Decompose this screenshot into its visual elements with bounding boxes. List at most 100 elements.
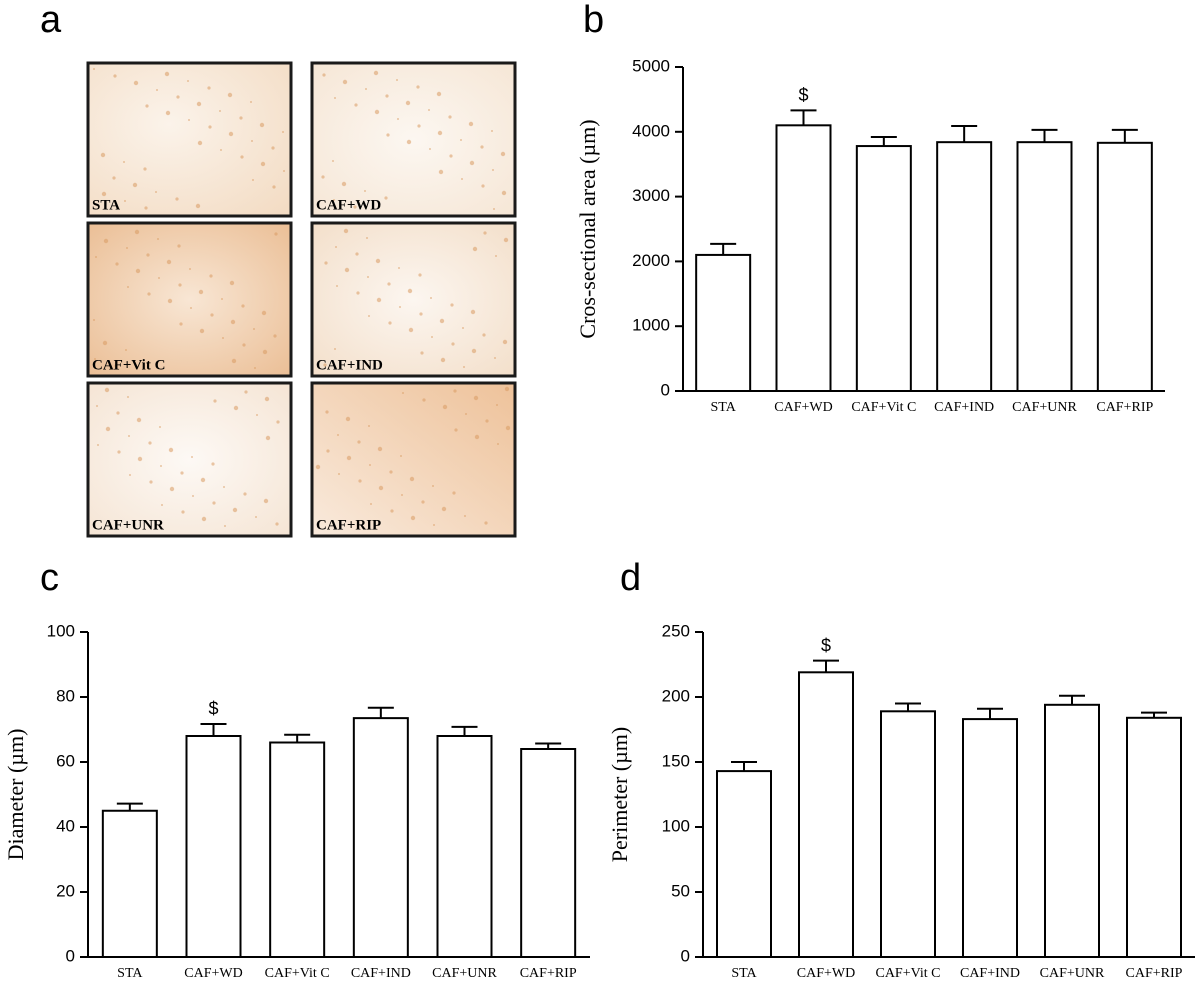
- stain-speck: [132, 182, 138, 188]
- stain-speck: [417, 124, 421, 128]
- stain-speck: [116, 411, 120, 415]
- stain-speck: [114, 364, 118, 368]
- stain-speck: [229, 280, 235, 286]
- stain-speck: [169, 486, 175, 492]
- stain-speck: [127, 396, 129, 398]
- stain-speck: [250, 101, 252, 103]
- stain-speck: [136, 417, 142, 423]
- stain-speck: [272, 185, 276, 189]
- stain-speck: [463, 366, 465, 368]
- stain-speck: [276, 420, 280, 424]
- x-tick-label: CAF+WD: [797, 966, 855, 981]
- stain-speck: [373, 70, 379, 76]
- error-bar: [951, 124, 978, 143]
- micrograph: [86, 221, 293, 378]
- y-tick-label: 250: [662, 621, 690, 640]
- stain-speck: [367, 276, 369, 278]
- stain-speck: [166, 259, 172, 265]
- panel-label: b: [583, 0, 604, 41]
- x-tick-label: CAF+WD: [774, 400, 832, 415]
- image-label: CAF+RIP: [316, 517, 381, 533]
- stain-speck: [164, 71, 170, 77]
- x-tick-label: STA: [117, 966, 143, 981]
- panel-label: c: [40, 557, 59, 599]
- stain-speck: [126, 247, 128, 249]
- image-label: CAF+WD: [316, 197, 381, 213]
- stain-speck: [492, 169, 494, 171]
- stain-speck: [431, 336, 433, 338]
- stain-speck: [158, 277, 160, 279]
- stain-speck: [495, 255, 497, 257]
- bar: [436, 735, 493, 958]
- stain-speck: [461, 178, 463, 180]
- stain-speck: [253, 328, 255, 330]
- stain-speck: [198, 289, 204, 295]
- stain-speck: [374, 109, 380, 115]
- stain-speck: [187, 80, 189, 82]
- stain-speck: [219, 110, 221, 112]
- stain-speck: [256, 414, 258, 416]
- bar: [101, 809, 158, 958]
- stain-speck: [428, 109, 430, 111]
- stain-speck: [178, 283, 182, 287]
- stain-speck: [127, 286, 129, 288]
- stain-speck: [494, 357, 496, 359]
- stain-speck: [104, 387, 110, 393]
- stain-speck: [188, 119, 190, 121]
- stain-speck: [345, 416, 351, 422]
- stain-speck: [464, 515, 466, 517]
- stain-speck: [134, 229, 140, 235]
- stain-speck: [333, 199, 335, 201]
- stain-speck: [159, 426, 161, 428]
- stain-speck: [252, 179, 254, 181]
- x-tick-label: CAF+IND: [934, 400, 994, 415]
- stain-speck: [224, 525, 226, 527]
- stain-speck: [401, 494, 403, 496]
- error-bar: [284, 733, 311, 743]
- y-tick-label: 60: [56, 751, 75, 770]
- stain-speck: [468, 121, 474, 127]
- panel-label: a: [40, 0, 62, 41]
- stain-speck: [201, 516, 207, 522]
- stain-speck: [341, 181, 347, 187]
- stain-speck: [440, 357, 446, 363]
- stain-speck: [357, 440, 361, 444]
- stain-speck: [407, 288, 413, 294]
- stain-speck: [377, 446, 383, 452]
- stain-speck: [436, 91, 442, 97]
- stain-speck: [322, 73, 326, 77]
- stain-speck: [181, 510, 185, 514]
- stain-speck: [133, 80, 139, 86]
- stain-speck: [454, 428, 458, 432]
- image-label: STA: [92, 197, 120, 213]
- panel-label: d: [620, 557, 641, 599]
- stain-speck: [505, 425, 511, 431]
- stain-speck: [343, 228, 349, 234]
- stain-speck: [165, 110, 171, 116]
- y-tick-label: 200: [662, 686, 690, 705]
- stain-speck: [209, 274, 213, 278]
- stain-speck: [156, 89, 158, 91]
- stain-speck: [400, 455, 402, 457]
- stain-speck: [221, 298, 223, 300]
- y-tick-label: 0: [681, 946, 690, 965]
- stain-speck: [254, 367, 256, 369]
- stain-speck: [259, 122, 265, 128]
- stain-speck: [137, 456, 143, 462]
- stain-speck: [195, 203, 201, 209]
- stain-speck: [271, 146, 275, 150]
- stain-speck: [208, 125, 212, 129]
- stain-speck: [101, 191, 107, 197]
- stain-speck: [409, 476, 415, 482]
- stain-speck: [469, 160, 475, 166]
- stain-speck: [160, 465, 162, 467]
- stain-speck: [95, 256, 97, 258]
- stain-speck: [211, 462, 215, 466]
- error-bar: [977, 707, 1003, 720]
- stain-speck: [240, 155, 244, 159]
- stain-speck: [123, 161, 125, 163]
- x-tick-label: CAF+Vit C: [875, 966, 940, 981]
- stain-speck: [212, 501, 216, 505]
- stain-speck: [149, 480, 153, 484]
- stain-speck: [232, 507, 238, 513]
